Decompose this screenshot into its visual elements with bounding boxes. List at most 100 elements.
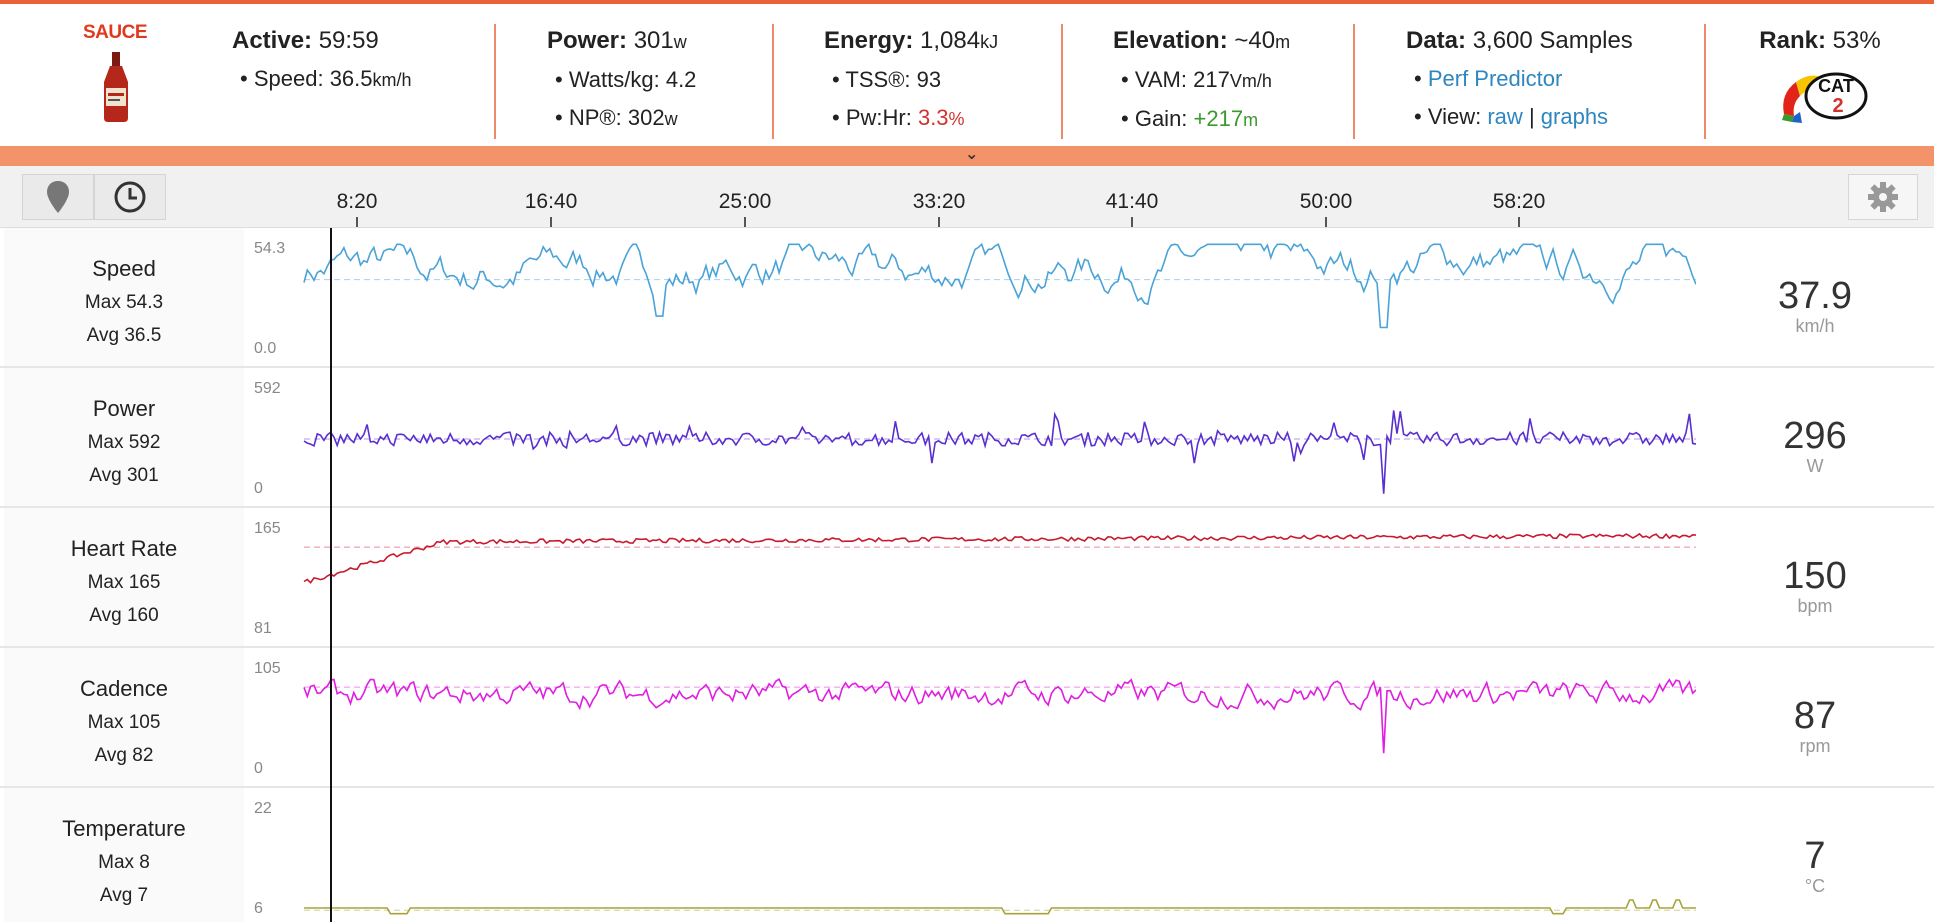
tss-label: TSS®: xyxy=(845,67,911,92)
data-column: Data: 3,600 Samples • Perf Predictor • V… xyxy=(1406,27,1633,129)
tss-value: 93 xyxy=(916,67,942,92)
data-value: 3,600 Samples xyxy=(1472,27,1633,54)
settings-button[interactable] xyxy=(1848,174,1918,220)
view-raw-link[interactable]: raw xyxy=(1487,104,1523,129)
current-value-unit: bpm xyxy=(1797,596,1833,616)
badge-num-text: 2 xyxy=(1832,95,1843,117)
header-divider xyxy=(772,24,774,139)
header-divider xyxy=(1353,24,1355,139)
chart-row-temp: Temperature Max 8 Avg 7 22 6 7 °C xyxy=(0,788,1934,922)
view-separator: | xyxy=(1528,104,1535,129)
view-graphs-link[interactable]: graphs xyxy=(1540,104,1609,129)
timeline-tick-label: 16:40 xyxy=(524,190,578,213)
metric-name: Cadence xyxy=(79,676,169,701)
metric-plot[interactable]: 54.3 0.0 xyxy=(244,228,1696,366)
speed-label: Speed: xyxy=(253,66,324,91)
metric-avg: Avg 36.5 xyxy=(86,325,162,346)
timeline-tick xyxy=(550,217,552,227)
energy-column: Energy: 1,084kJ • TSS®: 93 • Pw:Hr: 3.3% xyxy=(824,27,999,130)
series-line-hr xyxy=(303,532,1696,584)
perf-predictor-link[interactable]: Perf Predictor xyxy=(1427,66,1563,91)
row-label: Power Max 592 Avg 301 xyxy=(4,368,244,506)
pwhr-label: Pw:Hr: xyxy=(845,105,912,130)
metric-avg: Avg 82 xyxy=(94,745,154,766)
time-cursor[interactable] xyxy=(330,228,332,922)
metric-avg: Avg 7 xyxy=(99,885,149,906)
view-label: View: xyxy=(1427,104,1482,129)
metric-line-chart xyxy=(303,532,1696,584)
series-line-cadence xyxy=(303,678,1696,754)
timeline-tick xyxy=(1131,217,1133,227)
current-value: 37.9 km/h xyxy=(1696,228,1934,366)
vam-value: 217 xyxy=(1193,67,1230,92)
badge-cat-text: CAT xyxy=(1818,76,1854,96)
collapse-bar[interactable]: ⌄ xyxy=(0,146,1934,166)
y-axis-max-label: 105 xyxy=(254,660,281,677)
series-line-temp xyxy=(304,899,1696,915)
chart-row-speed: Speed Max 54.3 Avg 36.5 54.3 0.0 37.9 km… xyxy=(0,228,1934,368)
header-divider xyxy=(494,24,496,139)
np-value: 302 xyxy=(627,105,665,130)
current-value: 87 rpm xyxy=(1696,648,1934,786)
current-value-number: 296 xyxy=(1783,415,1847,457)
pwhr-value: 3.3 xyxy=(917,105,949,130)
metric-max: Max 54.3 xyxy=(84,292,164,313)
metric-plot[interactable]: 105 0 xyxy=(244,648,1696,786)
active-column: Active: 59:59 • Speed: 36.5km/h xyxy=(232,27,412,91)
elevation-column: Elevation: ~40m • VAM: 217Vm/h • Gain: +… xyxy=(1113,27,1291,131)
current-value: 7 °C xyxy=(1696,788,1934,922)
y-axis-min-label: 0 xyxy=(254,760,263,777)
data-label: Data: xyxy=(1406,27,1467,54)
energy-unit: kJ xyxy=(980,32,999,52)
map-pin-button[interactable] xyxy=(22,174,94,220)
timeline-tick-label: 50:00 xyxy=(1299,190,1353,213)
active-label: Active: xyxy=(232,27,313,54)
row-label: Heart Rate Max 165 Avg 160 xyxy=(4,508,244,646)
current-value: 150 bpm xyxy=(1696,508,1934,646)
metric-line-chart xyxy=(303,242,1696,329)
wkg-label: Watts/kg: xyxy=(568,67,660,92)
timeline-tick xyxy=(356,217,358,227)
speed-value: 36.5 xyxy=(329,66,373,91)
metric-line-chart xyxy=(304,899,1696,915)
metric-max: Max 592 xyxy=(87,432,161,453)
rank-column: Rank: 53% xyxy=(1755,22,1885,60)
row-divider xyxy=(0,646,1934,648)
metric-name: Speed xyxy=(92,256,156,281)
metric-plot[interactable]: 22 6 xyxy=(244,788,1696,922)
power-unit: w xyxy=(673,32,687,52)
header-divider xyxy=(1704,24,1706,139)
metric-max: Max 8 xyxy=(98,852,150,873)
current-value-number: 150 xyxy=(1783,555,1847,597)
timeline-tick-label: 25:00 xyxy=(718,190,772,213)
metric-max: Max 105 xyxy=(87,712,161,733)
active-value: 59:59 xyxy=(318,27,379,54)
y-axis-max-label: 165 xyxy=(254,520,281,537)
vam-label: VAM: xyxy=(1134,67,1187,92)
timeline-tick-label: 33:20 xyxy=(912,190,966,213)
row-divider xyxy=(0,366,1934,368)
sauce-logo: SAUCE xyxy=(60,22,170,132)
clock-button[interactable] xyxy=(94,174,166,220)
y-axis-min-label: 6 xyxy=(254,900,263,917)
np-unit: w xyxy=(664,109,678,129)
energy-value: 1,084 xyxy=(920,27,981,54)
energy-label: Energy: xyxy=(824,27,914,54)
map-pin-icon xyxy=(47,181,69,213)
metric-plot[interactable]: 165 81 xyxy=(244,508,1696,646)
elevation-value: ~40 xyxy=(1234,27,1276,54)
y-axis-min-label: 0.0 xyxy=(254,340,277,357)
row-divider xyxy=(0,786,1934,788)
metric-name: Temperature xyxy=(62,816,186,841)
wkg-value: 4.2 xyxy=(665,67,697,92)
current-value-number: 87 xyxy=(1793,695,1837,737)
power-column: Power: 301w • Watts/kg: 4.2 • NP®: 302w xyxy=(547,27,697,130)
gain-value: +217 xyxy=(1193,106,1244,131)
row-label: Cadence Max 105 Avg 82 xyxy=(4,648,244,786)
gain-unit: m xyxy=(1243,110,1259,130)
timeline-toolbar: 8:20 16:40 25:00 33:20 41:40 50:00 58:20 xyxy=(0,166,1934,228)
metric-line-chart xyxy=(303,678,1696,754)
chart-row-hr: Heart Rate Max 165 Avg 160 165 81 150 bp… xyxy=(0,508,1934,648)
timeline-tick xyxy=(1518,217,1520,227)
metric-plot[interactable]: 592 0 xyxy=(244,368,1696,506)
